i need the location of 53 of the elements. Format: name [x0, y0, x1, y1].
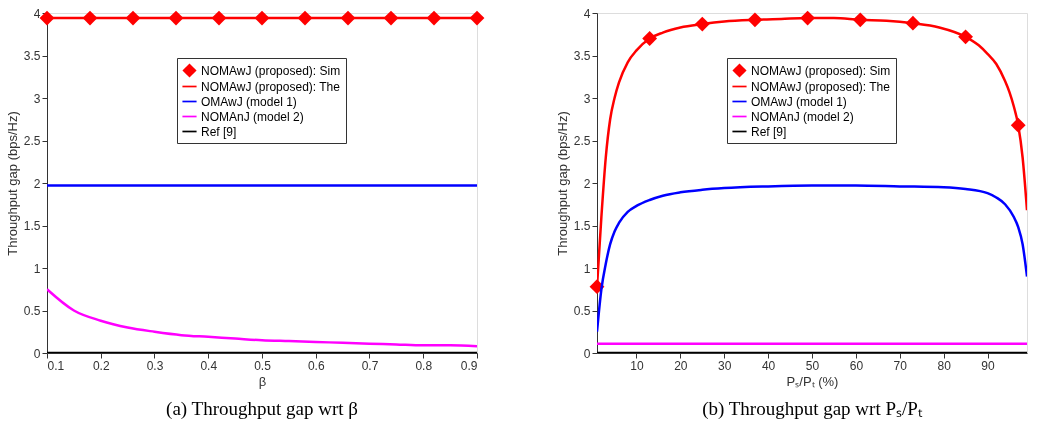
x-tick-label: 0.3: [146, 358, 164, 373]
y-tick-label: 0: [33, 346, 41, 361]
legend-label: NOMAnJ (model 2): [201, 109, 304, 124]
x-tick-label: 10: [630, 358, 644, 373]
y-tick-label: 4: [583, 6, 591, 21]
x-tick-label: 0.9: [460, 358, 478, 373]
y-tick-label: 0.5: [573, 304, 591, 318]
y-tick-label: 0: [583, 346, 591, 361]
legend-label: Ref [9]: [201, 124, 237, 139]
y-tick-label: 0.5: [23, 304, 41, 318]
y-tick-label: 2.5: [23, 134, 41, 148]
x-tick-label: 50: [805, 358, 820, 373]
x-tick-label: 0.1: [47, 358, 65, 373]
text: (a) Throughput gap wrt β: [166, 398, 358, 420]
x-tick-label: 0.2: [92, 358, 110, 373]
legend-label: NOMAwJ (proposed): Sim: [751, 63, 891, 78]
x-tick-label: 30: [718, 358, 732, 373]
y-tick-label: 4: [33, 6, 41, 21]
x-tick-label: 0.6: [307, 358, 325, 373]
y-tick-label: 1: [33, 261, 41, 276]
x-axis-title: Pₛ/Pₜ (%): [786, 373, 839, 389]
x-tick-label: 70: [893, 358, 908, 373]
y-tick-label: 3: [583, 91, 591, 106]
legend-label: OMAwJ (model 1): [751, 94, 847, 109]
x-tick-label: 60: [849, 358, 864, 373]
line-series: [47, 288, 477, 348]
y-tick-label: 2: [583, 176, 591, 191]
y-tick-label: 1.5: [23, 219, 41, 233]
y-tick-label: 3.5: [573, 49, 591, 63]
y-tick-label: 3: [33, 91, 41, 106]
x-tick-label: 90: [981, 358, 995, 373]
legend-label: NOMAwJ (proposed): The: [201, 79, 341, 94]
x-axis-title: β: [258, 373, 267, 389]
legend-label: Ref [9]: [751, 124, 787, 139]
y-tick-label: 2.5: [573, 134, 591, 148]
x-tick-label: 40: [761, 358, 776, 373]
legend-label: NOMAwJ (proposed): Sim: [201, 63, 341, 78]
y-axis-title: Throughput gap (bps/Hz): [4, 111, 20, 256]
y-axis-title: Throughput gap (bps/Hz): [554, 111, 570, 256]
x-tick-label: 0.4: [200, 358, 218, 373]
y-tick-label: 1.5: [573, 219, 591, 233]
legend-label: NOMAnJ (model 2): [751, 109, 854, 124]
x-tick-label: 0.7: [361, 358, 379, 373]
y-tick-label: 3.5: [23, 49, 41, 63]
x-tick-label: 20: [674, 358, 688, 373]
legend-label: OMAwJ (model 1): [201, 94, 297, 109]
x-tick-label: 0.5: [254, 358, 272, 373]
x-tick-label: 80: [937, 358, 952, 373]
legend-label: NOMAwJ (proposed): The: [751, 79, 891, 94]
y-tick-label: 1: [583, 261, 591, 276]
x-tick-label: 0.8: [415, 358, 433, 373]
text: (b) Throughput gap wrt Pₛ/Pₜ: [702, 398, 923, 420]
y-tick-label: 2: [33, 176, 41, 191]
